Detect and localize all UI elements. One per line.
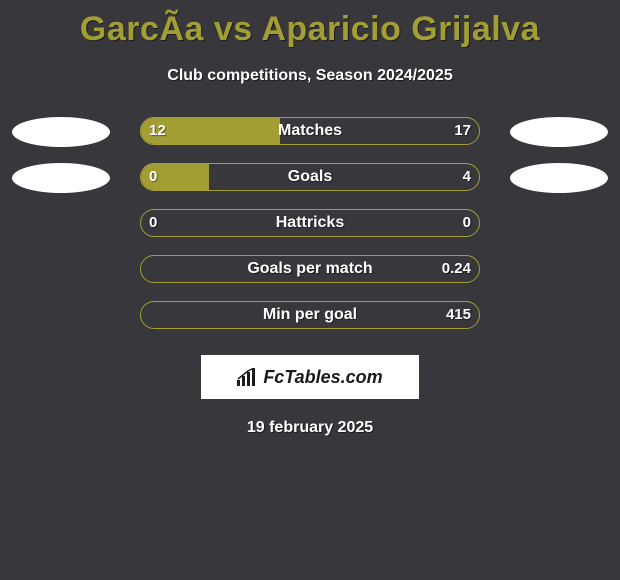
stat-bar: 12Matches17 xyxy=(140,117,480,145)
player-oval-left xyxy=(12,163,110,193)
stat-value-right: 415 xyxy=(446,302,471,328)
stat-row: 0Goals4 xyxy=(0,161,620,207)
stat-value-right: 0 xyxy=(463,210,471,236)
player-oval-right xyxy=(510,117,608,147)
date: 19 february 2025 xyxy=(0,419,620,437)
stat-label: Matches xyxy=(141,118,479,144)
subtitle: Club competitions, Season 2024/2025 xyxy=(0,67,620,85)
stat-label: Goals per match xyxy=(141,256,479,282)
logo-text: FcTables.com xyxy=(263,367,382,388)
stat-bar: Goals per match0.24 xyxy=(140,255,480,283)
stat-row: Min per goal415 xyxy=(0,299,620,345)
stat-label: Min per goal xyxy=(141,302,479,328)
stat-value-right: 4 xyxy=(463,164,471,190)
bars-icon xyxy=(237,368,259,386)
logo-box: FcTables.com xyxy=(201,355,419,399)
stat-row: 12Matches17 xyxy=(0,115,620,161)
player-oval-left xyxy=(12,117,110,147)
stat-row: Goals per match0.24 xyxy=(0,253,620,299)
page-title: GarcÃ­a vs Aparicio Grijalva xyxy=(0,0,620,49)
stat-bar: 0Hattricks0 xyxy=(140,209,480,237)
stat-row: 0Hattricks0 xyxy=(0,207,620,253)
stat-label: Goals xyxy=(141,164,479,190)
logo: FcTables.com xyxy=(237,367,382,388)
stat-value-right: 0.24 xyxy=(442,256,471,282)
stat-label: Hattricks xyxy=(141,210,479,236)
stat-bar: Min per goal415 xyxy=(140,301,480,329)
player-oval-right xyxy=(510,163,608,193)
stat-bar: 0Goals4 xyxy=(140,163,480,191)
stat-rows: 12Matches170Goals40Hattricks0Goals per m… xyxy=(0,115,620,345)
stat-value-right: 17 xyxy=(454,118,471,144)
